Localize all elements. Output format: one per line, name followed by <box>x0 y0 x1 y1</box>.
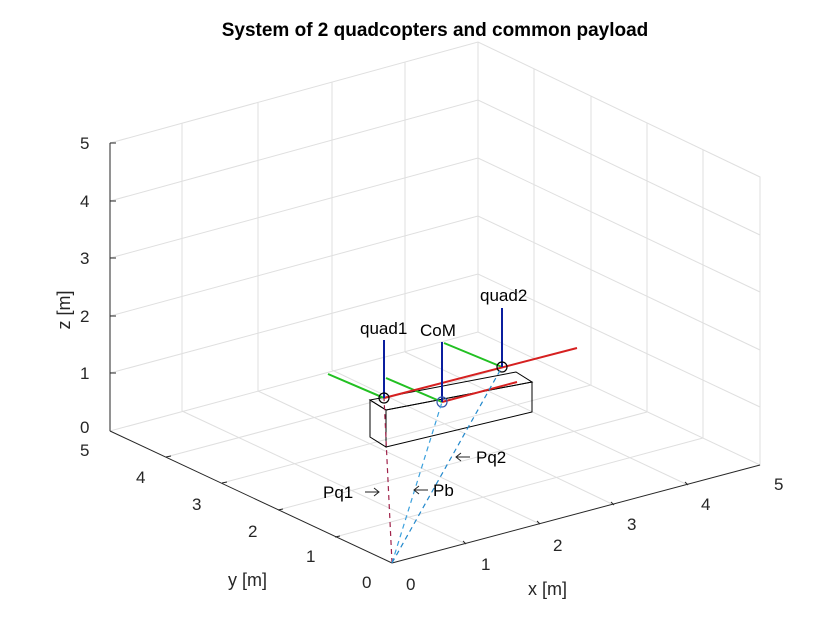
gridlines <box>109 41 761 545</box>
quad1-label: quad1 <box>360 319 407 338</box>
x-tick: 5 <box>774 475 783 494</box>
y-tick: 5 <box>80 441 89 460</box>
markers <box>378 361 508 408</box>
pb-vector <box>391 401 443 564</box>
com-marker <box>436 396 448 408</box>
pb-arrow-icon <box>413 485 428 495</box>
z-axis-label: z [m] <box>54 291 74 330</box>
z-tick: 0 <box>80 418 89 437</box>
pq2-vector <box>391 366 503 564</box>
x-tick: 4 <box>701 495 710 514</box>
z-tick-labels: 5 4 3 2 1 0 <box>80 134 89 437</box>
z-tick: 5 <box>80 134 89 153</box>
x-axis-label: x [m] <box>528 579 567 599</box>
y-axis-label: y [m] <box>228 570 267 590</box>
axes-lines <box>109 142 761 564</box>
z-tick: 4 <box>80 192 89 211</box>
x-tick: 3 <box>627 515 636 534</box>
y-tick: 2 <box>248 522 257 541</box>
pq1-label: Pq1 <box>323 483 353 502</box>
x-tick: 2 <box>553 536 562 555</box>
quad2-label: quad2 <box>480 286 527 305</box>
quad1-marker <box>378 392 390 404</box>
x-tick: 1 <box>481 555 490 574</box>
y-tick: 3 <box>192 495 201 514</box>
chart-title: System of 2 quadcopters and common paylo… <box>221 20 649 41</box>
z-tick: 1 <box>80 364 89 383</box>
pq2-arrow-icon <box>455 452 470 462</box>
z-tick: 2 <box>80 307 89 326</box>
y-tick-labels: 5 4 3 2 1 0 <box>80 441 371 592</box>
com-label: CoM <box>420 321 456 340</box>
z-body-axes <box>383 308 503 402</box>
position-vectors <box>383 366 503 564</box>
y-tick: 1 <box>306 547 315 566</box>
x-body-axes <box>383 347 578 403</box>
x-tick: 0 <box>406 575 415 594</box>
y-tick: 4 <box>136 468 145 487</box>
pq1-vector <box>383 397 393 564</box>
x-tick-labels: 0 1 2 3 4 5 <box>406 475 783 594</box>
pb-label: Pb <box>433 481 454 500</box>
z-tick: 3 <box>80 249 89 268</box>
pq1-arrow-icon <box>365 487 380 497</box>
pq2-label: Pq2 <box>476 448 506 467</box>
quad2-marker <box>496 361 508 373</box>
y-tick: 0 <box>362 573 371 592</box>
